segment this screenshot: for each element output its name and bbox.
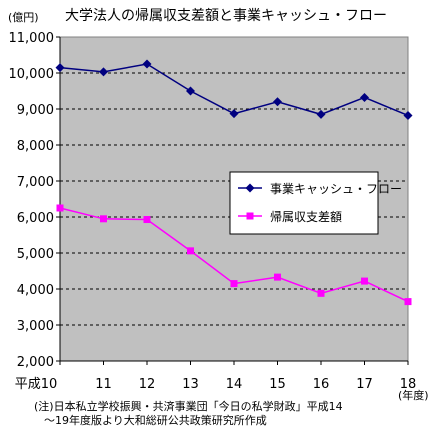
data-point bbox=[361, 277, 368, 285]
series-layer bbox=[55, 59, 413, 306]
y-tick-label: 4,000 bbox=[17, 283, 54, 298]
y-axis-ticks: 2,000 3,000 4,000 5,000 6,000 7,000 8,000 9,000… bbox=[9, 31, 61, 370]
footnote: (注)日本私立学校振興・共済事業団「今日の私学財政」平成14 ～19年度版より大… bbox=[34, 400, 343, 428]
data-point bbox=[317, 289, 325, 297]
legend-marker bbox=[246, 212, 254, 220]
data-point bbox=[186, 86, 195, 96]
data-point bbox=[360, 92, 369, 102]
y-tick-label: 11,000 bbox=[9, 31, 55, 46]
data-point bbox=[99, 67, 108, 77]
y-axis-unit: (億円) bbox=[8, 11, 39, 24]
data-point bbox=[273, 97, 282, 107]
y-tick-label: 7,000 bbox=[17, 175, 54, 190]
footnote-line-2: ～19年度版より大和総研公共政策研究所作成 bbox=[44, 414, 267, 427]
footnote-line-1: (注)日本私立学校振興・共済事業団「今日の私学財政」平成14 bbox=[34, 400, 343, 413]
data-point bbox=[316, 109, 326, 119]
data-point bbox=[230, 280, 238, 288]
x-tick-label: 12 bbox=[139, 377, 156, 392]
data-point bbox=[100, 215, 107, 223]
x-tick-label: 14 bbox=[226, 377, 243, 392]
data-point bbox=[187, 247, 194, 255]
x-tick-label: 15 bbox=[269, 377, 286, 392]
data-point bbox=[404, 298, 412, 306]
data-point bbox=[274, 273, 281, 281]
legend-marker bbox=[245, 183, 255, 193]
y-tick-label: 10,000 bbox=[9, 67, 55, 82]
x-tick-label: 平成10 bbox=[15, 377, 58, 392]
x-tick-label: 16 bbox=[313, 377, 330, 392]
data-point bbox=[229, 109, 239, 119]
y-tick-label: 6,000 bbox=[17, 211, 54, 226]
data-point bbox=[403, 110, 413, 120]
x-tick-label: 17 bbox=[356, 377, 373, 392]
x-tick-label: 18 bbox=[400, 377, 417, 392]
x-axis-unit: (年度) bbox=[398, 388, 429, 402]
data-point bbox=[143, 216, 151, 224]
y-tick-label: 3,000 bbox=[17, 319, 54, 334]
x-tick-label: 11 bbox=[95, 377, 112, 392]
y-tick-label: 5,000 bbox=[17, 247, 54, 262]
y-tick-label: 8,000 bbox=[17, 139, 54, 154]
data-point bbox=[55, 63, 65, 73]
chart-title: 大学法人の帰属収支差額と事業キャッシュ・フロー bbox=[65, 7, 387, 24]
data-point bbox=[142, 59, 152, 69]
legend-box bbox=[229, 171, 379, 235]
y-tick-label: 9,000 bbox=[17, 103, 54, 118]
x-axis-ticks: 平成10 11 12 13 14 15 16 17 18 bbox=[15, 360, 417, 392]
data-point bbox=[56, 204, 64, 212]
legend-label: 帰属収支差額 bbox=[270, 210, 342, 224]
legend-label: 事業キャッシュ・フロー bbox=[270, 182, 402, 196]
y-tick-label: 2,000 bbox=[17, 355, 54, 370]
x-tick-label: 13 bbox=[182, 377, 199, 392]
